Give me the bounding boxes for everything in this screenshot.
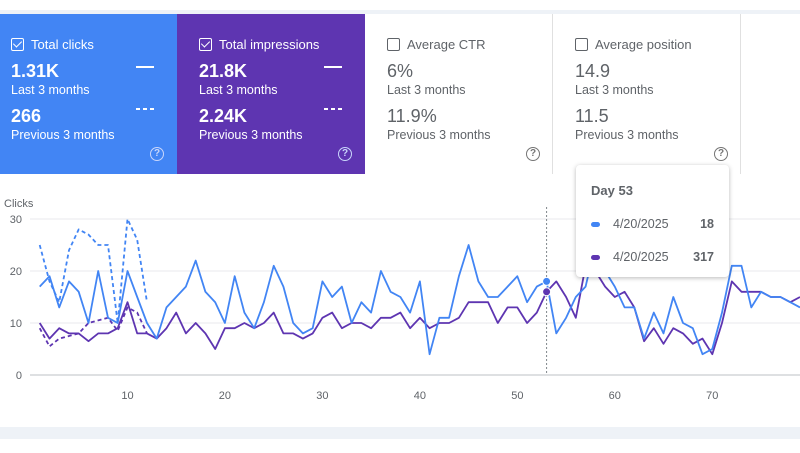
tooltip-date: 4/20/2025 [613, 217, 669, 231]
current-period-label: Last 3 months [199, 83, 278, 97]
current-period-label: Last 3 months [11, 83, 90, 97]
checkbox-unchecked-icon[interactable] [387, 37, 400, 51]
metric-card-average-position[interactable]: Average position 14.9 Last 3 months 11.5… [553, 14, 741, 174]
current-value: 21.8K [199, 61, 248, 81]
x-tick-label: 10 [121, 390, 133, 402]
dashed-line-legend-icon [324, 108, 342, 110]
checkbox-checked-icon[interactable] [11, 37, 24, 51]
current-period-label: Last 3 months [387, 83, 466, 97]
series-line-impressions_previous [38, 306, 148, 348]
help-icon[interactable]: ? [338, 147, 352, 161]
card-label: Average position [595, 36, 692, 52]
hover-point-clicks_current [542, 276, 552, 286]
y-axis-label: Clicks [4, 198, 34, 210]
x-tick-label: 60 [609, 390, 621, 402]
solid-line-legend-icon [136, 66, 154, 68]
chart-series [38, 218, 800, 356]
previous-value: 11.5 [575, 106, 609, 126]
top-divider [0, 0, 800, 14]
chart-tooltip: Day 53 4/20/2025 18 4/20/2025 317 [576, 165, 729, 277]
previous-value: 2.24K [199, 106, 248, 126]
current-value: 14.9 [575, 61, 611, 81]
help-icon[interactable]: ? [150, 147, 164, 161]
card-label: Total clicks [31, 36, 94, 52]
tooltip-row-clicks: 4/20/2025 18 [591, 217, 714, 231]
help-icon[interactable]: ? [714, 147, 728, 161]
chart-svg[interactable]: 0 10 20 30 10 20 30 40 50 60 70 Clicks [0, 190, 800, 410]
y-tick-label: 30 [10, 214, 22, 226]
solid-line-legend-icon [324, 66, 342, 68]
x-tick-label: 50 [511, 390, 523, 402]
hover-point-impressions_current [542, 287, 552, 297]
metric-card-average-ctr[interactable]: Average CTR 6% Last 3 months 11.9% Previ… [365, 14, 553, 174]
previous-period-label: Previous 3 months [387, 128, 491, 142]
hover-points [542, 276, 552, 297]
x-tick-label: 70 [706, 390, 718, 402]
bottom-divider [0, 427, 800, 439]
y-tick-label: 0 [16, 370, 22, 382]
current-value: 6% [387, 61, 414, 81]
card-label: Total impressions [219, 36, 320, 52]
y-tick-label: 10 [10, 318, 22, 330]
series-line-clicks_previous [38, 218, 148, 324]
x-axis: 10 20 30 40 50 60 70 [121, 390, 718, 402]
card-header: Total clicks [11, 36, 177, 52]
clicks-series-dot-icon [591, 221, 600, 227]
performance-chart[interactable]: 0 10 20 30 10 20 30 40 50 60 70 Clicks [0, 190, 800, 410]
metric-card-total-clicks[interactable]: Total clicks 1.31K Last 3 months 266 Pre… [0, 14, 177, 174]
tooltip-value: 18 [700, 217, 714, 231]
dashed-line-legend-icon [136, 108, 154, 110]
previous-value: 11.9% [387, 106, 437, 126]
impressions-series-dot-icon [591, 254, 600, 260]
series-line-impressions_current [38, 264, 800, 356]
card-header: Total impressions [199, 36, 365, 52]
card-header: Average position [575, 36, 740, 52]
y-tick-label: 20 [10, 266, 22, 278]
tooltip-title: Day 53 [591, 183, 633, 198]
previous-period-label: Previous 3 months [11, 128, 115, 142]
x-tick-label: 40 [414, 390, 426, 402]
previous-period-label: Previous 3 months [199, 128, 303, 142]
previous-value: 266 [11, 106, 42, 126]
previous-period-label: Previous 3 months [575, 128, 679, 142]
current-period-label: Last 3 months [575, 83, 654, 97]
y-axis: 0 10 20 30 [10, 214, 22, 382]
current-value: 1.31K [11, 61, 60, 81]
checkbox-checked-icon[interactable] [199, 37, 212, 51]
tooltip-date: 4/20/2025 [613, 250, 669, 264]
checkbox-unchecked-icon[interactable] [575, 37, 588, 51]
x-tick-label: 30 [316, 390, 328, 402]
tooltip-value: 317 [693, 250, 714, 264]
help-icon[interactable]: ? [526, 147, 540, 161]
tooltip-row-impressions: 4/20/2025 317 [591, 250, 714, 264]
metric-card-total-impressions[interactable]: Total impressions 21.8K Last 3 months 2.… [177, 14, 365, 174]
x-tick-label: 20 [219, 390, 231, 402]
card-header: Average CTR [387, 36, 552, 52]
metric-cards: Total clicks 1.31K Last 3 months 266 Pre… [0, 14, 800, 174]
card-label: Average CTR [407, 36, 486, 52]
series-line-clicks_current [39, 244, 800, 356]
